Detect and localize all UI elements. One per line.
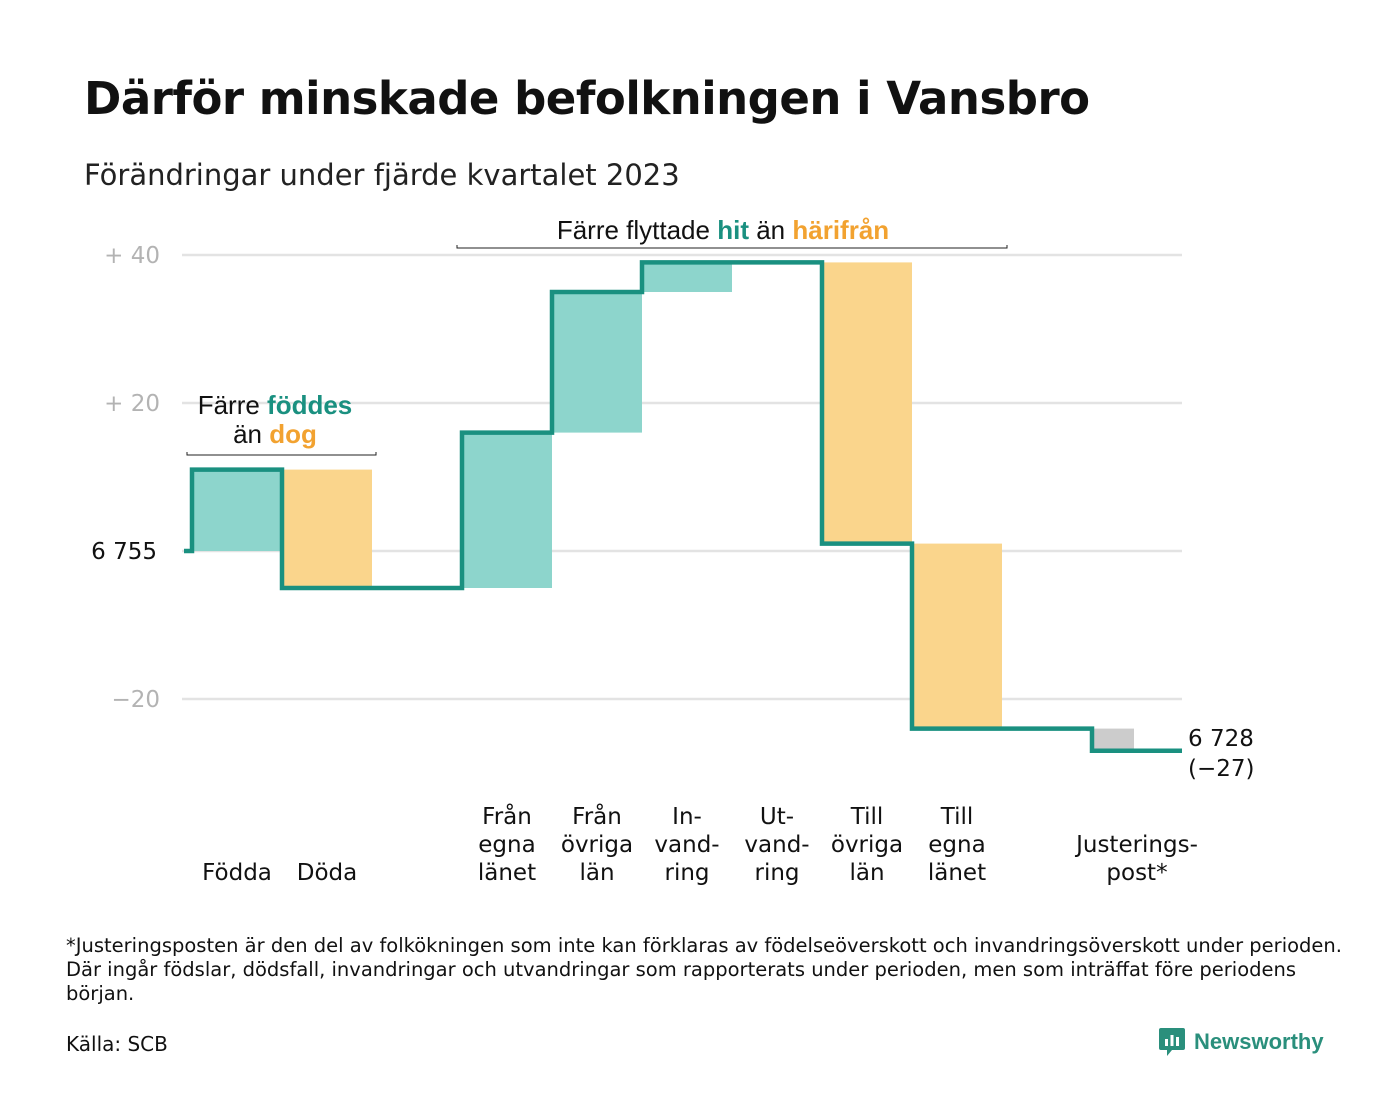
x-category-label: Till xyxy=(940,804,974,830)
y-tick-label: −20 xyxy=(111,687,160,713)
annotation-fodda-doda-part: föddes xyxy=(267,390,352,420)
x-category-label: post* xyxy=(1106,860,1167,886)
end-change-label: (−27) xyxy=(1188,756,1254,782)
end-value-label: 6 728 xyxy=(1188,726,1254,752)
x-category-label: Födda xyxy=(202,860,272,886)
x-category-label: ring xyxy=(664,860,709,886)
x-category-label: In- xyxy=(672,804,702,830)
source-label: Källa: SCB xyxy=(66,1032,168,1056)
start-value-label: 6 755 xyxy=(91,539,157,565)
chart-subtitle: Förändringar under fjärde kvartalet 2023 xyxy=(84,158,680,192)
x-category-label: län xyxy=(849,860,884,886)
annotation-fodda-doda-part: Färre xyxy=(198,390,267,420)
x-category-label: vand- xyxy=(654,832,719,858)
newsworthy-logo-icon xyxy=(1159,1028,1185,1056)
y-tick-label: + 20 xyxy=(104,391,160,417)
bar-justeringspost xyxy=(1092,728,1134,751)
bar-doda xyxy=(282,469,372,588)
x-category-label: Döda xyxy=(297,860,357,886)
annotation-fodda-doda: Färre föddes xyxy=(198,390,353,420)
annotation-flyttade-part: härifrån xyxy=(792,215,889,245)
bracket-flyttade xyxy=(456,245,1008,249)
x-category-label: övriga xyxy=(561,832,633,858)
bars xyxy=(192,262,1134,751)
x-category-label: län xyxy=(579,860,614,886)
annotation-fodda-doda-part: än xyxy=(233,419,269,449)
x-category-label: egna xyxy=(478,832,535,858)
x-category-label: Justerings- xyxy=(1074,832,1198,858)
x-category-label: länet xyxy=(478,860,536,886)
x-category-label: länet xyxy=(928,860,986,886)
annotation-flyttade-part: hit xyxy=(717,215,749,245)
x-category-label: egna xyxy=(928,832,985,858)
cumulative-step-line xyxy=(184,260,1182,754)
annotation-flyttade: Färre flyttade hit än härifrån xyxy=(557,215,889,245)
bar-fran-egna-lanet xyxy=(462,432,552,588)
x-category-label: övriga xyxy=(831,832,903,858)
x-category-label: vand- xyxy=(744,832,809,858)
bar-fran-ovriga-lan xyxy=(552,292,642,433)
bar-invandring xyxy=(642,262,732,292)
annotation-flyttade-part: Färre flyttade xyxy=(557,215,717,245)
footnote: *Justeringsposten är den del av folkökni… xyxy=(66,934,1342,1005)
y-tick-label: + 40 xyxy=(104,243,160,269)
x-category-label: Från xyxy=(482,802,532,830)
x-category-label: ring xyxy=(754,860,799,886)
x-category-label: Till xyxy=(850,804,884,830)
x-category-label: Ut- xyxy=(760,804,794,830)
annotation-fodda-doda-part: dog xyxy=(269,419,317,449)
bar-fodda xyxy=(192,469,282,551)
x-category-label: Från xyxy=(572,802,622,830)
annotation-fodda-doda: än dog xyxy=(233,419,317,449)
brand-logo[interactable]: Newsworthy xyxy=(1158,1026,1324,1058)
step-line xyxy=(184,260,1182,754)
annotation-flyttade-part: än xyxy=(749,215,792,245)
bar-till-egna-lanet xyxy=(912,543,1002,729)
chart-title: Därför minskade befolkningen i Vansbro xyxy=(84,72,1090,125)
bar-till-ovriga-lan xyxy=(822,262,912,544)
brand-name: Newsworthy xyxy=(1194,1029,1324,1054)
bracket-fodda-doda xyxy=(186,452,377,456)
